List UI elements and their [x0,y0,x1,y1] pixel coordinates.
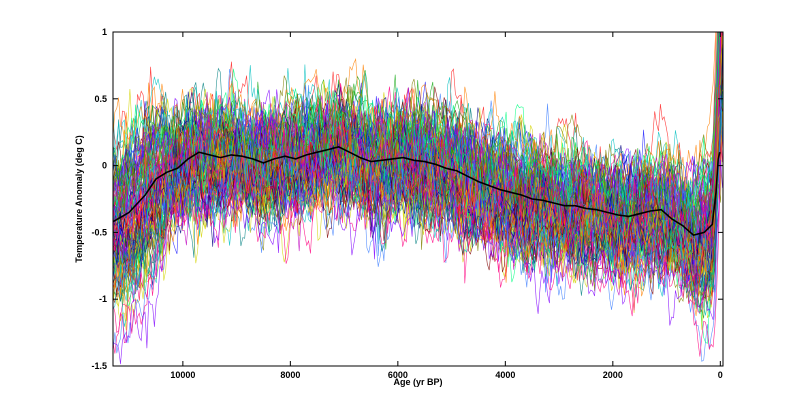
x-tick-label: 6000 [388,370,408,380]
x-tick-label: 10000 [170,370,195,380]
x-tick-label: 0 [718,370,723,380]
y-tick-label: 0 [102,161,107,171]
y-axis: 1 0.5 0 -0.5 -1 -1.5 [91,27,723,371]
ensemble-line [113,110,723,302]
y-tick-label: -1 [99,294,107,304]
y-tick-label: -0.5 [91,227,107,237]
ensemble-line [113,32,722,242]
ensemble-line [113,32,718,240]
ensemble-line [113,44,723,247]
plot-frame [112,31,724,367]
ensemble-line [113,32,722,252]
ensemble-line [113,32,720,247]
y-tick-label: -1.5 [91,361,107,371]
ensemble-line [113,47,723,291]
mean-line [113,146,721,236]
x-tick-label: 2000 [603,370,623,380]
x-tick-label: 4000 [495,370,515,380]
ensemble-line [113,100,723,296]
y-axis-title: Temperature Anomaly (deg C) [74,135,84,263]
ensemble-line [113,32,723,295]
ensemble-lines [113,32,723,365]
x-tick-label: 8000 [280,370,300,380]
ensemble-line [113,137,723,357]
x-axis-title: Age (yr BP) [393,377,442,387]
y-tick-label: 0.5 [94,94,107,104]
ensemble-line [113,32,719,236]
mean-series [113,146,721,236]
ensemble-line [113,95,723,292]
y-tick-label: 1 [102,27,107,37]
ensemble-line [113,102,723,298]
x-axis: 10000 8000 6000 4000 2000 0 [170,32,723,380]
ensemble-line [113,93,723,327]
ensemble-line [113,152,723,365]
